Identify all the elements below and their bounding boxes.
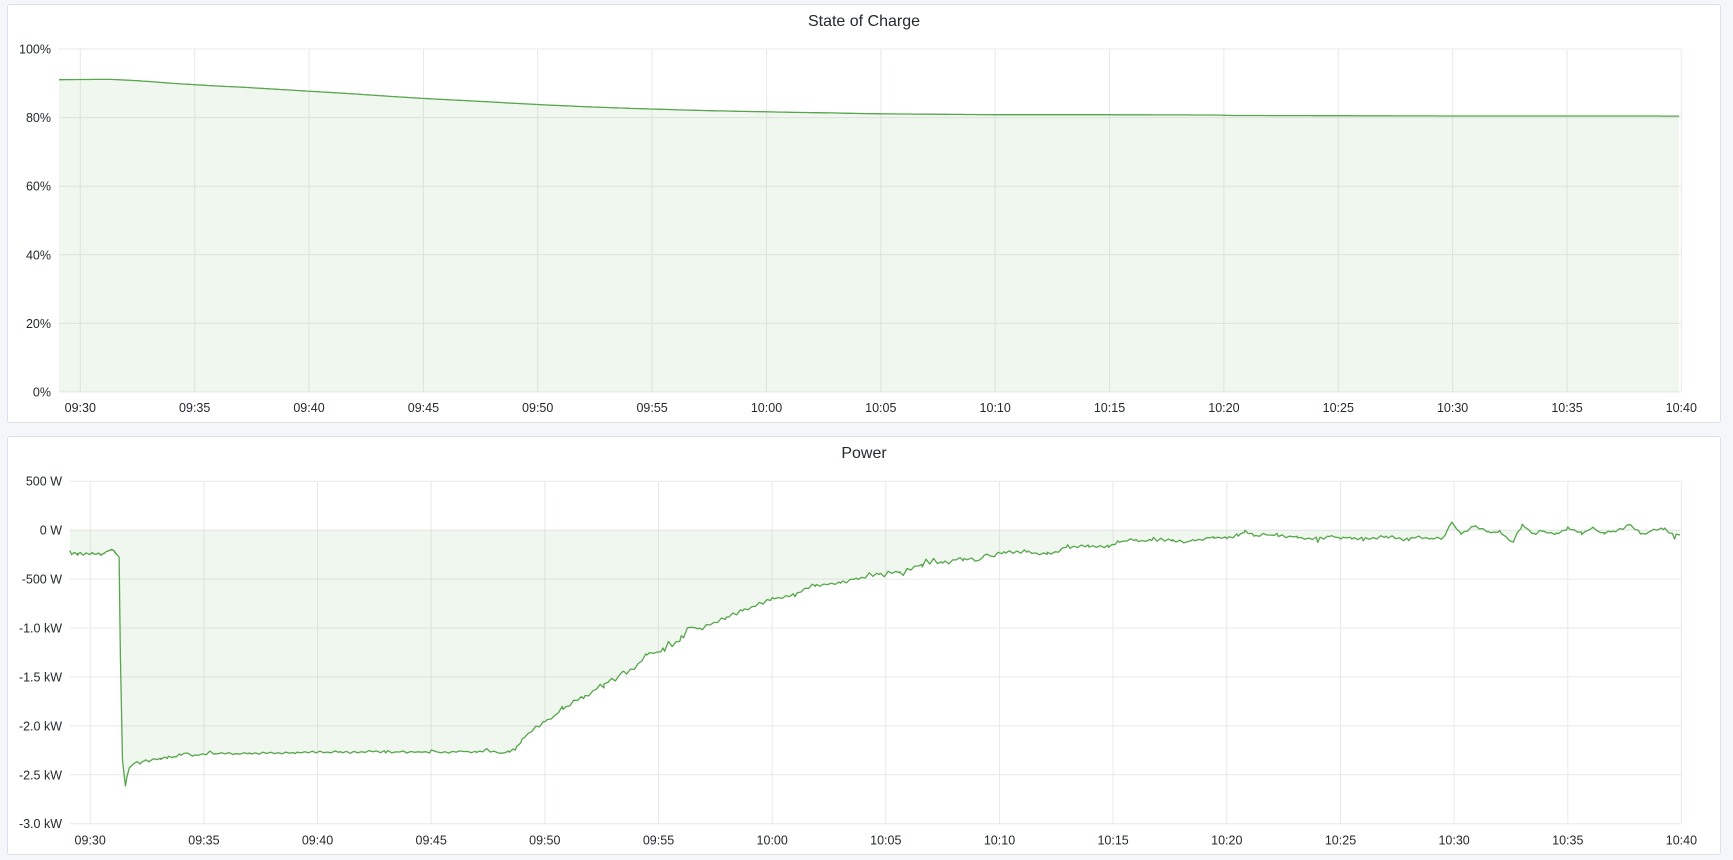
svg-text:10:20: 10:20 [1211, 833, 1242, 847]
svg-text:-500 W: -500 W [22, 573, 62, 587]
svg-text:10:00: 10:00 [751, 401, 782, 415]
svg-text:10:10: 10:10 [980, 401, 1011, 415]
svg-text:20%: 20% [26, 317, 51, 331]
svg-text:09:50: 09:50 [529, 833, 560, 847]
svg-text:500 W: 500 W [26, 475, 62, 489]
svg-text:09:55: 09:55 [643, 833, 674, 847]
svg-text:10:40: 10:40 [1666, 401, 1697, 415]
svg-text:-1.0 kW: -1.0 kW [19, 622, 62, 636]
svg-text:10:35: 10:35 [1552, 833, 1583, 847]
svg-text:10:35: 10:35 [1551, 401, 1582, 415]
svg-text:10:25: 10:25 [1323, 401, 1354, 415]
svg-text:10:05: 10:05 [865, 401, 896, 415]
svg-text:0 W: 0 W [40, 524, 62, 538]
svg-text:60%: 60% [26, 180, 51, 194]
svg-text:10:25: 10:25 [1325, 833, 1356, 847]
svg-text:09:40: 09:40 [302, 833, 333, 847]
svg-text:09:55: 09:55 [636, 401, 667, 415]
svg-text:09:40: 09:40 [293, 401, 324, 415]
svg-text:10:20: 10:20 [1208, 401, 1239, 415]
svg-text:40%: 40% [26, 248, 51, 262]
svg-text:-2.0 kW: -2.0 kW [19, 719, 62, 733]
svg-text:09:30: 09:30 [65, 401, 96, 415]
svg-text:0%: 0% [33, 386, 51, 400]
svg-text:09:35: 09:35 [179, 401, 210, 415]
svg-text:10:40: 10:40 [1666, 833, 1697, 847]
svg-text:-3.0 kW: -3.0 kW [19, 817, 62, 831]
svg-text:-1.5 kW: -1.5 kW [19, 670, 62, 684]
svg-text:10:15: 10:15 [1094, 401, 1125, 415]
svg-text:09:45: 09:45 [416, 833, 447, 847]
svg-text:09:45: 09:45 [408, 401, 439, 415]
svg-text:80%: 80% [26, 111, 51, 125]
svg-text:100%: 100% [19, 43, 51, 57]
svg-text:10:00: 10:00 [757, 833, 788, 847]
svg-text:09:35: 09:35 [188, 833, 219, 847]
svg-text:10:05: 10:05 [870, 833, 901, 847]
svg-text:10:30: 10:30 [1437, 401, 1468, 415]
svg-text:-2.5 kW: -2.5 kW [19, 768, 62, 782]
svg-text:09:50: 09:50 [522, 401, 553, 415]
svg-text:10:15: 10:15 [1097, 833, 1128, 847]
svg-text:09:30: 09:30 [75, 833, 106, 847]
svg-text:10:10: 10:10 [984, 833, 1015, 847]
svg-text:10:30: 10:30 [1438, 833, 1469, 847]
